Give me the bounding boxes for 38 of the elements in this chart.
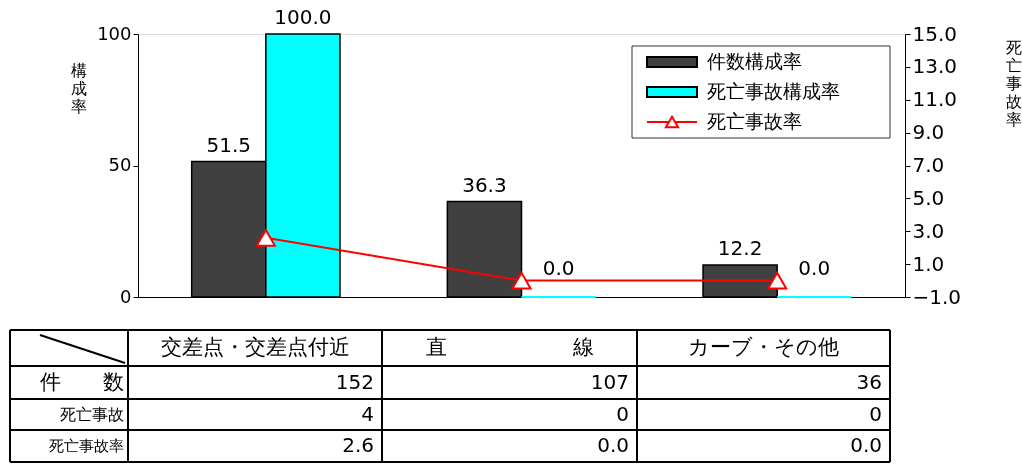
text: 死亡事故率 [49, 437, 124, 455]
data-label: 0.0 [850, 433, 882, 457]
y2-tick-label: 5.0 [912, 185, 945, 210]
y-tick-label: 100 [97, 22, 132, 44]
y-axis-title: 構成率 [70, 60, 87, 116]
legend-label: 死亡事故構成率 [707, 80, 840, 102]
y2-tick-label: 1.0 [912, 251, 945, 276]
y2-tick-label: −1.0 [912, 284, 962, 309]
legend-label: 件数構成率 [707, 50, 802, 72]
data-label: 0.0 [542, 256, 575, 280]
y2-tick-label: 7.0 [912, 153, 945, 177]
y-tick-label: 50 [108, 154, 132, 175]
data-label: 12.2 [717, 235, 763, 260]
x-tick-label: 直 線 [425, 335, 594, 359]
text: 件 数 [40, 369, 124, 394]
text: 0 [869, 401, 882, 426]
text: 死亡事故 [60, 404, 124, 424]
y2-tick-label: 15.0 [912, 21, 958, 46]
data-label: 51.5 [206, 132, 252, 157]
data-label: 100.0 [274, 5, 332, 29]
text: 107 [590, 369, 629, 394]
x-tick-label: 交差点・交差点付近 [160, 335, 350, 359]
x-tick-label: カーブ・その他 [688, 335, 839, 359]
text: 36 [856, 369, 882, 394]
text: 0 [616, 401, 629, 426]
y2-tick-label: 3.0 [912, 218, 945, 243]
legend-label: 死亡事故率 [707, 110, 802, 132]
y2-tick-label: 11.0 [912, 87, 958, 112]
y-tick-label: 0 [120, 285, 132, 307]
data-label: 0.0 [597, 433, 629, 457]
data-label: 2.6 [342, 433, 374, 457]
data-label: 0.0 [798, 256, 831, 280]
y2-axis-title: 死亡事故率 [1005, 37, 1022, 129]
y2-tick-label: 9.0 [912, 120, 945, 145]
text: 4 [361, 401, 374, 426]
data-label: 36.3 [462, 172, 507, 197]
text: 152 [335, 369, 374, 394]
y2-tick-label: 13.0 [912, 54, 958, 79]
